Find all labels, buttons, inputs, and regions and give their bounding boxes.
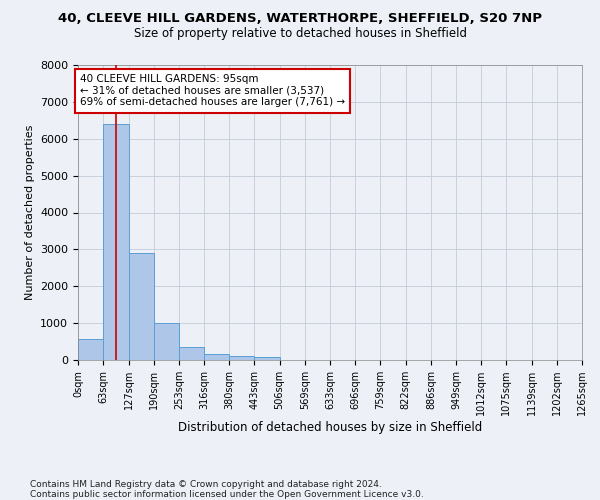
Bar: [254, 357, 280, 360]
Text: 40, CLEEVE HILL GARDENS, WATERTHORPE, SHEFFIELD, S20 7NP: 40, CLEEVE HILL GARDENS, WATERTHORPE, SH…: [58, 12, 542, 26]
Bar: [78, 340, 103, 360]
Bar: [229, 356, 254, 360]
X-axis label: Distribution of detached houses by size in Sheffield: Distribution of detached houses by size …: [178, 421, 482, 434]
Bar: [103, 124, 128, 360]
Text: 40 CLEEVE HILL GARDENS: 95sqm
← 31% of detached houses are smaller (3,537)
69% o: 40 CLEEVE HILL GARDENS: 95sqm ← 31% of d…: [80, 74, 345, 108]
Bar: [204, 354, 229, 360]
Y-axis label: Number of detached properties: Number of detached properties: [25, 125, 35, 300]
Bar: [154, 323, 179, 360]
Bar: [128, 252, 154, 360]
Text: Contains HM Land Registry data © Crown copyright and database right 2024.
Contai: Contains HM Land Registry data © Crown c…: [30, 480, 424, 499]
Bar: [179, 346, 204, 360]
Text: Size of property relative to detached houses in Sheffield: Size of property relative to detached ho…: [133, 28, 467, 40]
